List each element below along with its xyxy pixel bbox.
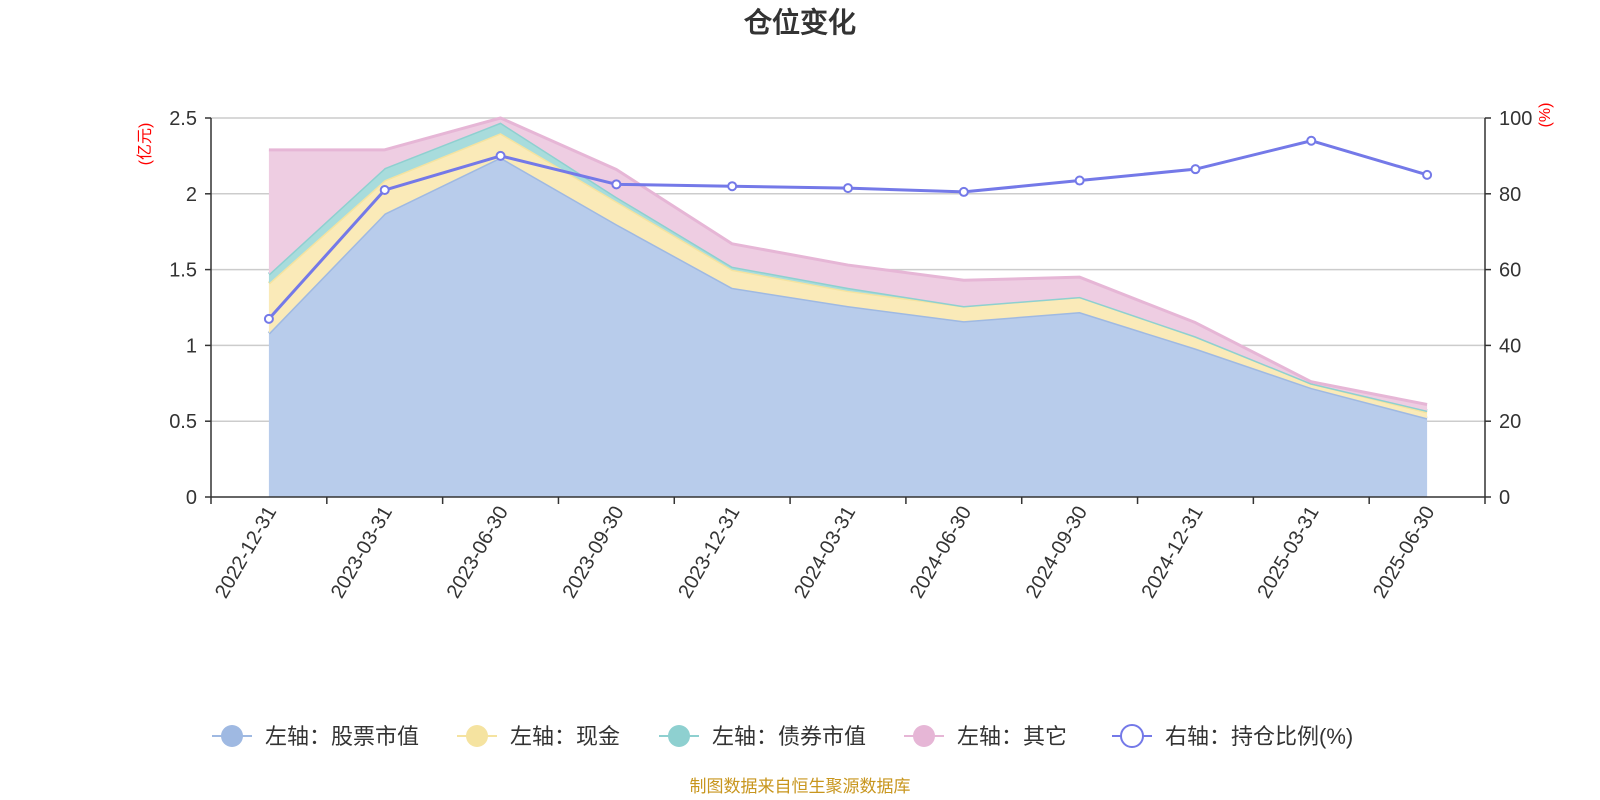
stacked-areas xyxy=(267,116,1428,497)
legend-label: 右轴：持仓比例(%) xyxy=(1165,724,1353,749)
ratio-point xyxy=(379,185,390,196)
x-tick-label: 2023-12-31 xyxy=(674,503,744,603)
left-tick-label: 0.5 xyxy=(169,411,197,433)
x-tick-label: 2022-12-31 xyxy=(211,503,281,603)
x-tick-label: 2023-03-31 xyxy=(327,503,397,603)
left-tick-label: 0 xyxy=(186,487,197,509)
legend: 左轴：股票市值 左轴：现金 左轴：债券市值 左轴：其它 右轴：持仓比例(%) xyxy=(212,724,1353,749)
ratio-point xyxy=(1074,175,1085,186)
ratio-point xyxy=(1422,169,1433,180)
ratio-point xyxy=(263,313,274,324)
right-axis-unit: (%) xyxy=(1537,103,1554,128)
right-tick-label: 0 xyxy=(1499,487,1510,509)
legend-swatch-dot xyxy=(466,725,488,747)
left-tick-label: 2 xyxy=(186,184,197,206)
legend-swatch-dot xyxy=(221,725,243,747)
legend-label: 左轴：股票市值 xyxy=(265,724,419,749)
legend-label: 左轴：其它 xyxy=(957,724,1067,749)
ratio-point xyxy=(843,183,853,194)
area-edge-左轴：其它 xyxy=(268,116,1428,406)
right-tick-label: 80 xyxy=(1499,184,1521,206)
right-tick-label: 20 xyxy=(1499,411,1521,433)
x-tick-label: 2025-06-30 xyxy=(1369,503,1439,603)
left-tick-label: 2.5 xyxy=(169,108,197,130)
x-tick-label: 2024-09-30 xyxy=(1022,503,1092,603)
x-tick-label: 2024-03-31 xyxy=(790,503,860,603)
data-source-note: 制图数据来自恒生聚源数据库 xyxy=(690,777,911,796)
legend-label: 左轴：现金 xyxy=(510,724,620,749)
right-tick-label: 100 xyxy=(1499,108,1532,130)
legend-swatch-circle xyxy=(1120,724,1144,748)
x-tick-label: 2023-09-30 xyxy=(558,503,628,603)
chart-title: 仓位变化 xyxy=(744,6,856,38)
x-tick-label: 2024-12-31 xyxy=(1138,503,1208,603)
x-tick-label: 2023-06-30 xyxy=(443,502,513,602)
legend-swatch-dot xyxy=(913,725,935,747)
ratio-point xyxy=(1306,135,1317,146)
right-tick-label: 40 xyxy=(1499,335,1521,357)
x-tick-label: 2025-03-31 xyxy=(1253,503,1323,603)
area-左轴：股票市值 xyxy=(268,157,1428,497)
legend-label: 左轴：债券市值 xyxy=(712,724,866,749)
ratio-point xyxy=(1190,164,1201,175)
right-tick-label: 60 xyxy=(1499,260,1521,282)
left-axis-unit: (亿元) xyxy=(136,123,154,166)
ratio-point xyxy=(727,181,738,192)
ratio-point xyxy=(611,179,622,190)
ratio-line xyxy=(263,135,1433,324)
ratio-point xyxy=(958,186,969,197)
x-tick-label: 2024-06-30 xyxy=(906,502,976,602)
legend-swatch-dot xyxy=(668,725,690,747)
ratio-point xyxy=(495,150,506,161)
left-tick-label: 1.5 xyxy=(169,260,197,282)
left-tick-label: 1 xyxy=(186,335,197,357)
